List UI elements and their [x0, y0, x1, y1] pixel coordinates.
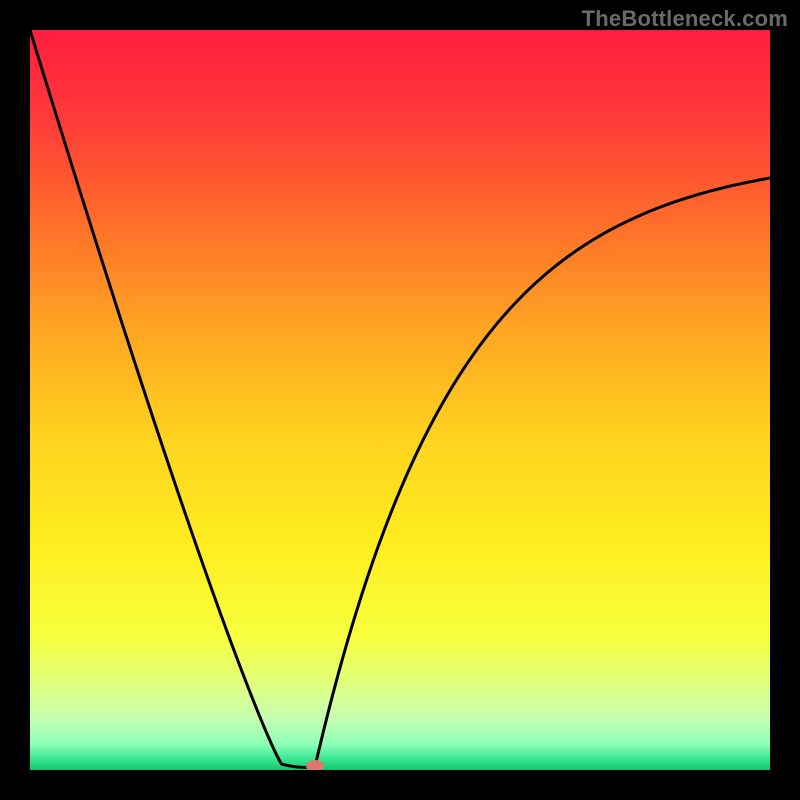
watermark-text: TheBottleneck.com: [582, 6, 788, 32]
chart-svg: [30, 30, 770, 770]
gradient-background: [30, 30, 770, 770]
plot-area: [30, 30, 770, 770]
chart-container: TheBottleneck.com: [0, 0, 800, 800]
optimal-point-marker: [306, 760, 324, 770]
